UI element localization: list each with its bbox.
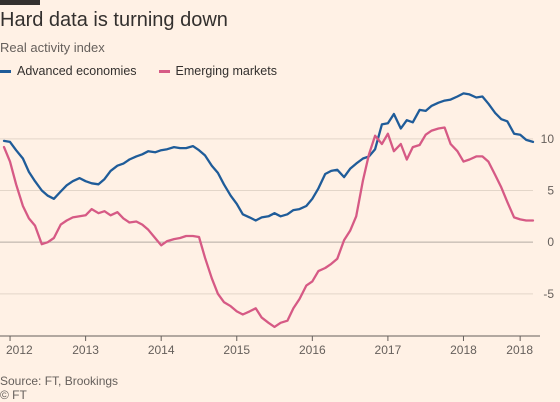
- chart-title: Hard data is turning down: [0, 9, 228, 31]
- legend-label-emerging: Emerging markets: [175, 64, 277, 78]
- legend: Advanced economies Emerging markets: [0, 64, 299, 78]
- source-note: Source: FT, Brookings: [0, 374, 119, 388]
- x-tick-label-3: 2015: [223, 343, 250, 357]
- series-layer: [2, 92, 535, 329]
- axis-layer: -5 0 5 10 2012 2013 2014 2015 2016 2017 2018 2018: [0, 132, 554, 357]
- x-tick-label-0: 2012: [6, 343, 33, 357]
- y-tick-label-10: 10: [541, 132, 555, 146]
- ft-brand-bar: [0, 0, 40, 5]
- series-line-emerging-markets: [2, 126, 535, 329]
- series-line-advanced-economies: [2, 92, 535, 222]
- legend-label-advanced: Advanced economies: [17, 64, 137, 78]
- x-tick-label-1: 2013: [72, 343, 99, 357]
- legend-swatch-emerging: [158, 69, 170, 73]
- legend-item-advanced: Advanced economies: [0, 64, 137, 78]
- copyright-note: © FT: [0, 388, 27, 402]
- y-tick-label--5: -5: [543, 287, 554, 301]
- x-tick-label-6: 2018: [450, 343, 477, 357]
- legend-item-emerging: Emerging markets: [158, 64, 277, 78]
- legend-swatch-advanced: [0, 69, 11, 73]
- y-tick-label-5: 5: [547, 184, 554, 198]
- x-tick-label-5: 2017: [375, 343, 402, 357]
- y-tick-label-0: 0: [547, 235, 554, 249]
- x-tick-label-2: 2014: [148, 343, 175, 357]
- grid-layer: [0, 138, 533, 295]
- x-tick-label-4: 2016: [299, 343, 326, 357]
- x-tick-label-7: 2018: [506, 343, 533, 357]
- chart-subtitle: Real activity index: [0, 40, 105, 55]
